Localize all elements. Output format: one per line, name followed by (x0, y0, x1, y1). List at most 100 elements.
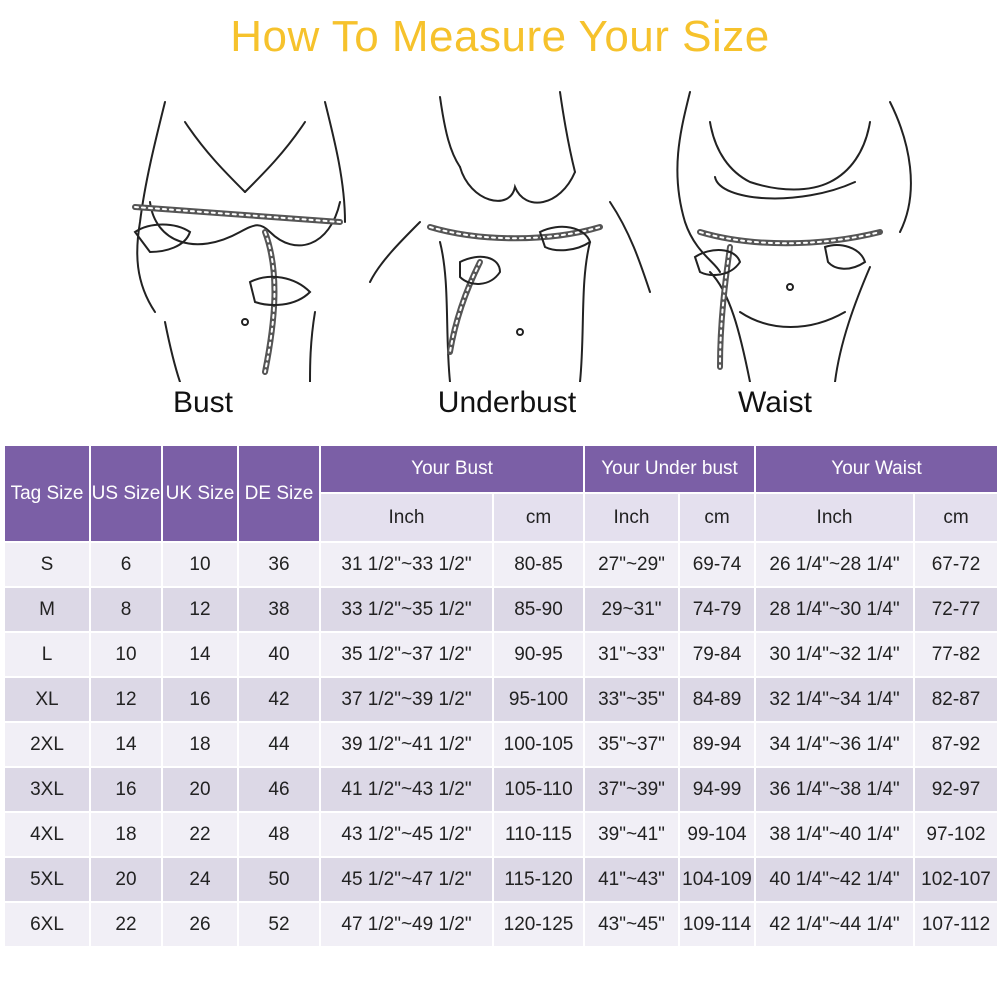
table-cell: 105-110 (492, 766, 585, 813)
table-cell: 115-120 (492, 856, 585, 903)
table-cell: 24 (161, 856, 239, 903)
table-cell: 67-72 (913, 541, 1000, 588)
table-cell: 10 (89, 631, 163, 678)
table-cell: 16 (89, 766, 163, 813)
table-cell: 77-82 (913, 631, 1000, 678)
table-cell: 41 1/2"~43 1/2" (319, 766, 494, 813)
table-cell: 94-99 (677, 766, 757, 813)
header-de-size: DE Size (237, 444, 321, 543)
table-row: 5XL 20 24 50 45 1/2"~47 1/2" 115-120 41"… (3, 856, 1000, 903)
header-your-under-bust: Your Under bust (582, 444, 757, 494)
table-cell: 22 (89, 901, 163, 948)
table-row: XL 12 16 42 37 1/2"~39 1/2" 95-100 33"~3… (3, 676, 1000, 723)
table-cell: 50 (237, 856, 321, 903)
table-cell: 110-115 (492, 811, 585, 858)
table-cell: 72-77 (913, 586, 1000, 633)
table-cell: 82-87 (913, 676, 1000, 723)
subheader-bust-cm: cm (492, 492, 585, 543)
header-tag-size: Tag Size (3, 444, 91, 543)
header-uk-size: UK Size (161, 444, 239, 543)
table-cell: 39 1/2"~41 1/2" (319, 721, 494, 768)
table-cell: 14 (89, 721, 163, 768)
table-cell: 5XL (3, 856, 91, 903)
table-row: L 10 14 40 35 1/2"~37 1/2" 90-95 31"~33"… (3, 631, 1000, 678)
bust-label: Bust (172, 386, 234, 419)
table-cell: 10 (161, 541, 239, 588)
table-cell: 69-74 (677, 541, 757, 588)
table-cell: 29~31" (583, 586, 680, 633)
table-cell: 100-105 (492, 721, 585, 768)
table-cell: 97-102 (913, 811, 1000, 858)
table-cell: 44 (237, 721, 321, 768)
table-cell: 48 (237, 811, 321, 858)
size-chart-table: Tag Size US Size UK Size DE Size Your Bu… (3, 444, 1000, 948)
table-cell: 4XL (3, 811, 91, 858)
table-cell: 37 1/2"~39 1/2" (319, 676, 494, 723)
table-row: 4XL 18 22 48 43 1/2"~45 1/2" 110-115 39"… (3, 811, 1000, 858)
table-cell: 46 (237, 766, 321, 813)
table-cell: 20 (161, 766, 239, 813)
header-us-size: US Size (89, 444, 163, 543)
table-cell: 85-90 (492, 586, 585, 633)
table-cell: 41"~43" (583, 856, 680, 903)
table-cell: L (3, 631, 91, 678)
table-cell: 36 1/4"~38 1/4" (754, 766, 916, 813)
subheader-underbust-inch: Inch (583, 492, 680, 543)
table-cell: 35"~37" (583, 721, 680, 768)
table-cell: 47 1/2"~49 1/2" (319, 901, 494, 948)
table-cell: 109-114 (677, 901, 757, 948)
table-cell: 6XL (3, 901, 91, 948)
table-cell: 102-107 (913, 856, 1000, 903)
table-cell: M (3, 586, 91, 633)
table-cell: 35 1/2"~37 1/2" (319, 631, 494, 678)
table-cell: 37"~39" (583, 766, 680, 813)
table-cell: 104-109 (677, 856, 757, 903)
table-cell: 26 1/4"~28 1/4" (754, 541, 916, 588)
table-cell: XL (3, 676, 91, 723)
table-cell: 89-94 (677, 721, 757, 768)
table-cell: 34 1/4"~36 1/4" (754, 721, 916, 768)
table-cell: 40 (237, 631, 321, 678)
table-cell: 26 (161, 901, 239, 948)
header-your-waist: Your Waist (754, 444, 1000, 494)
table-cell: 90-95 (492, 631, 585, 678)
bust-measure-illustration (95, 82, 395, 383)
table-cell: 38 1/4"~40 1/4" (754, 811, 916, 858)
table-cell: 38 (237, 586, 321, 633)
table-cell: 40 1/4"~42 1/4" (754, 856, 916, 903)
table-row: 3XL 16 20 46 41 1/2"~43 1/2" 105-110 37"… (3, 766, 1000, 813)
table-cell: 79-84 (677, 631, 757, 678)
table-cell: 33"~35" (583, 676, 680, 723)
table-cell: 42 1/4"~44 1/4" (754, 901, 916, 948)
underbust-measure-illustration (360, 82, 660, 383)
table-row: 2XL 14 18 44 39 1/2"~41 1/2" 100-105 35"… (3, 721, 1000, 768)
table-row: M 8 12 38 33 1/2"~35 1/2" 85-90 29~31" 7… (3, 586, 1000, 633)
table-cell: 45 1/2"~47 1/2" (319, 856, 494, 903)
table-cell: 18 (89, 811, 163, 858)
table-cell: 20 (89, 856, 163, 903)
header-your-bust: Your Bust (319, 444, 585, 494)
table-cell: 107-112 (913, 901, 1000, 948)
table-cell: 87-92 (913, 721, 1000, 768)
table-cell: 39"~41" (583, 811, 680, 858)
table-cell: 120-125 (492, 901, 585, 948)
table-cell: 95-100 (492, 676, 585, 723)
table-cell: 74-79 (677, 586, 757, 633)
table-cell: 12 (161, 586, 239, 633)
table-cell: 8 (89, 586, 163, 633)
page-title: How To Measure Your Size (230, 12, 770, 61)
table-cell: 28 1/4"~30 1/4" (754, 586, 916, 633)
table-row: S 6 10 36 31 1/2"~33 1/2" 80-85 27"~29" … (3, 541, 1000, 588)
table-cell: S (3, 541, 91, 588)
table-cell: 84-89 (677, 676, 757, 723)
table-cell: 3XL (3, 766, 91, 813)
waist-label: Waist (738, 386, 812, 419)
table-cell: 92-97 (913, 766, 1000, 813)
table-row: 6XL 22 26 52 47 1/2"~49 1/2" 120-125 43"… (3, 901, 1000, 948)
table-cell: 31"~33" (583, 631, 680, 678)
table-cell: 31 1/2"~33 1/2" (319, 541, 494, 588)
table-cell: 99-104 (677, 811, 757, 858)
waist-measure-illustration (640, 82, 940, 383)
table-cell: 33 1/2"~35 1/2" (319, 586, 494, 633)
table-cell: 27"~29" (583, 541, 680, 588)
